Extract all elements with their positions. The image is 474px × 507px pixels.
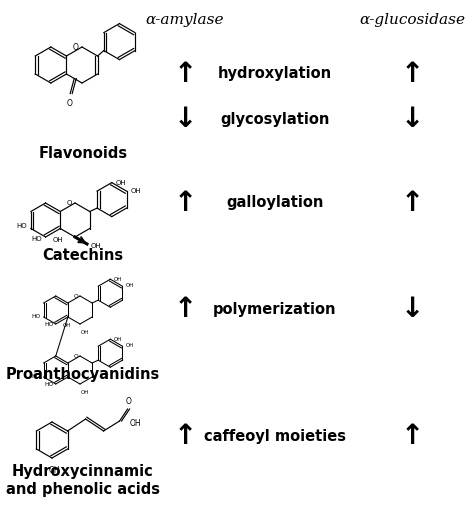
Text: O: O bbox=[73, 294, 78, 299]
Text: O: O bbox=[72, 43, 78, 52]
Text: HO: HO bbox=[31, 236, 42, 242]
Text: Proanthocyanidins: Proanthocyanidins bbox=[6, 367, 160, 382]
Text: OH: OH bbox=[91, 243, 101, 249]
Text: α-glucosidase: α-glucosidase bbox=[359, 13, 465, 27]
Text: ↓: ↓ bbox=[173, 105, 197, 133]
Text: OH: OH bbox=[113, 337, 122, 342]
Text: ↑: ↑ bbox=[401, 422, 424, 450]
Text: OH: OH bbox=[116, 179, 127, 186]
Text: ↑: ↑ bbox=[173, 189, 197, 217]
Text: ↓: ↓ bbox=[401, 295, 424, 323]
Text: glycosylation: glycosylation bbox=[220, 112, 329, 127]
Text: OH: OH bbox=[129, 418, 141, 427]
Text: OH: OH bbox=[130, 188, 141, 194]
Text: OH: OH bbox=[48, 466, 60, 475]
Text: Catechins: Catechins bbox=[42, 247, 124, 263]
Text: OH: OH bbox=[126, 343, 134, 348]
Text: polymerization: polymerization bbox=[213, 302, 337, 317]
Text: ↓: ↓ bbox=[401, 105, 424, 133]
Text: O: O bbox=[67, 200, 73, 206]
Text: α-amylase: α-amylase bbox=[146, 13, 224, 27]
Text: OH: OH bbox=[63, 323, 71, 328]
Text: ↑: ↑ bbox=[173, 59, 197, 88]
Text: ↑: ↑ bbox=[401, 59, 424, 88]
Text: hydroxylation: hydroxylation bbox=[218, 66, 332, 81]
Text: OH: OH bbox=[81, 330, 90, 335]
Text: ↑: ↑ bbox=[173, 295, 197, 323]
Text: galloylation: galloylation bbox=[226, 195, 324, 210]
Text: HO: HO bbox=[45, 322, 54, 327]
Text: caffeoyl moieties: caffeoyl moieties bbox=[204, 428, 346, 444]
Text: OH: OH bbox=[126, 283, 134, 287]
Text: ↑: ↑ bbox=[401, 189, 424, 217]
Text: HO: HO bbox=[16, 223, 27, 229]
Text: O: O bbox=[73, 354, 78, 359]
Text: O: O bbox=[66, 98, 72, 107]
Text: HO: HO bbox=[45, 382, 54, 387]
Text: HO: HO bbox=[31, 375, 41, 380]
Text: OH: OH bbox=[113, 277, 122, 282]
Text: HO: HO bbox=[31, 314, 41, 319]
Text: Flavonoids: Flavonoids bbox=[38, 146, 128, 161]
Text: Hydroxycinnamic
and phenolic acids: Hydroxycinnamic and phenolic acids bbox=[6, 464, 160, 497]
Text: OH: OH bbox=[53, 236, 64, 242]
Text: OH: OH bbox=[81, 390, 90, 395]
Text: ↑: ↑ bbox=[173, 422, 197, 450]
Text: O: O bbox=[126, 397, 131, 406]
